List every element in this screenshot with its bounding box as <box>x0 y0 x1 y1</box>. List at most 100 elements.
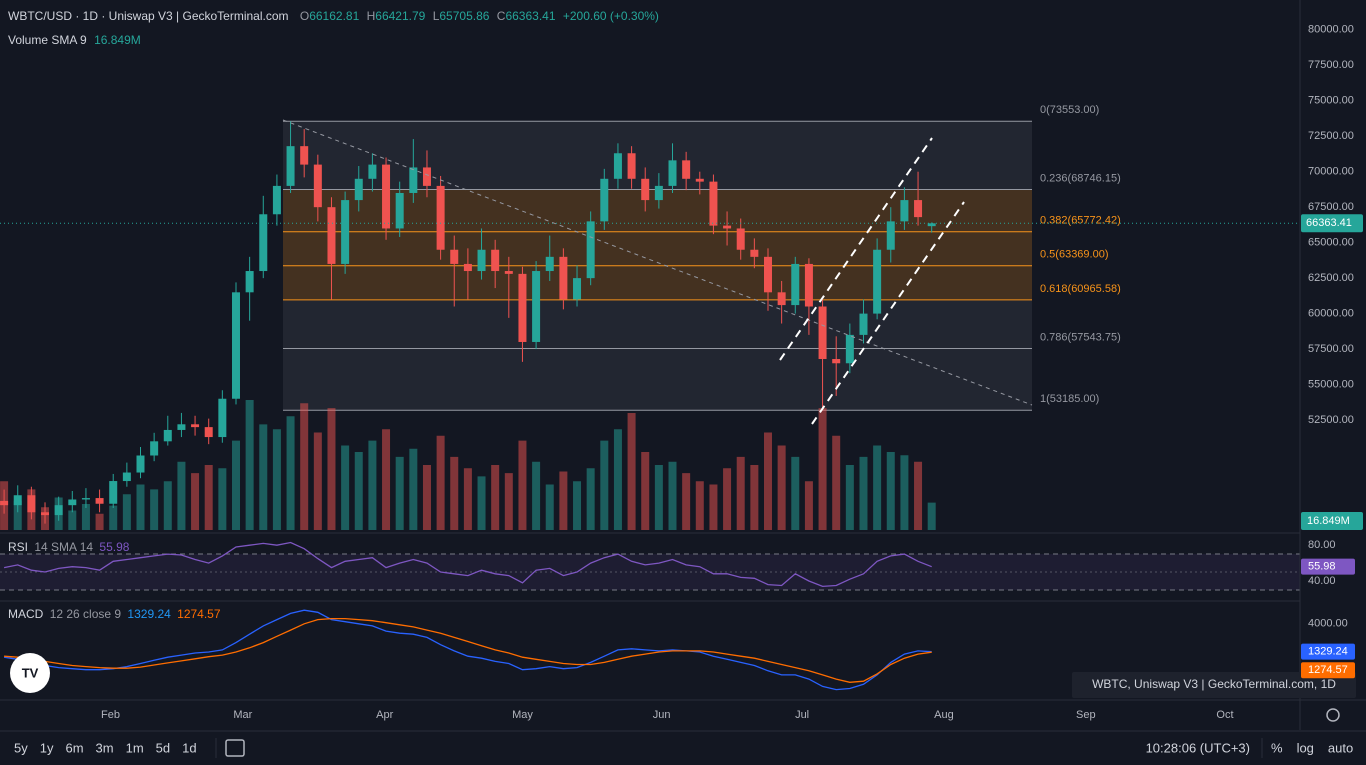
volume-bar <box>695 481 704 530</box>
candle-body <box>804 263 813 307</box>
y-tick-label: 60000.00 <box>1308 308 1354 320</box>
candle-body <box>436 185 445 250</box>
volume-bar <box>627 413 636 530</box>
settings-icon[interactable] <box>1326 708 1340 722</box>
volume-bar <box>313 432 322 530</box>
volume-bar <box>422 465 431 530</box>
y-tick-label: 40.00 <box>1308 575 1336 587</box>
volume-bar <box>832 435 841 530</box>
candle-body <box>204 427 213 438</box>
calendar-icon[interactable] <box>225 739 245 757</box>
price-badge <box>1301 214 1363 233</box>
candle-body <box>886 221 895 250</box>
candle-body <box>682 160 691 179</box>
range-button[interactable]: 5y <box>14 740 28 755</box>
volume-bar <box>573 481 582 530</box>
watermark: WBTC, Uniswap V3 | GeckoTerminal.com, 1D <box>1092 677 1336 691</box>
candle-body <box>695 178 704 182</box>
candle-body <box>573 278 582 300</box>
range-button[interactable]: 1d <box>182 740 196 755</box>
candle-body <box>231 292 240 399</box>
fib-band <box>283 299 1032 349</box>
candle-body <box>177 424 186 430</box>
candle-body <box>586 221 595 279</box>
candle-body <box>300 146 309 165</box>
range-button[interactable]: 5d <box>156 740 170 755</box>
volume-bar <box>736 456 745 530</box>
y-tick-label: 62500.00 <box>1308 272 1354 284</box>
fib-level-label: 0.382(65772.42) <box>1040 215 1121 227</box>
volume-bar <box>600 440 609 530</box>
range-button[interactable]: 1m <box>126 740 144 755</box>
candle-body <box>327 207 336 264</box>
candle-body <box>41 512 50 516</box>
candle-body <box>763 256 772 293</box>
fib-level-label: 0(73553.00) <box>1040 104 1099 116</box>
value-badge-label: 1274.57 <box>1308 664 1348 676</box>
volume-bar <box>613 429 622 530</box>
candle-body <box>191 424 200 428</box>
volume-title: Volume SMA 9 <box>8 33 87 47</box>
candle-body <box>136 455 145 473</box>
candle-body <box>518 273 527 342</box>
volume-bar <box>791 456 800 530</box>
volume-bar <box>286 416 295 530</box>
candle-body <box>613 153 622 179</box>
scale-option[interactable]: % <box>1271 740 1283 755</box>
candle-body <box>163 429 172 442</box>
candle-body <box>709 181 718 226</box>
candle-body <box>286 146 295 186</box>
candle-body <box>341 200 350 264</box>
ohlc-label: O <box>300 9 309 23</box>
candle-body <box>641 178 650 201</box>
macd-title: MACD <box>8 607 44 621</box>
fib-band <box>283 265 1032 300</box>
rsi-line <box>3 541 932 588</box>
candle-body <box>668 160 677 186</box>
candle-body <box>927 223 936 227</box>
range-button[interactable]: 3m <box>96 740 114 755</box>
volume-bar <box>545 484 554 530</box>
volume-bar <box>873 445 882 530</box>
fib-level-label: 0.5(63369.00) <box>1040 249 1109 261</box>
volume-badge-label: 16.849M <box>1307 515 1350 527</box>
volume-bar <box>218 468 227 530</box>
candle-body <box>368 164 377 179</box>
volume-bar <box>641 452 650 530</box>
volume-bar <box>341 445 350 530</box>
change-value: +200.60 (+0.30%) <box>563 9 659 23</box>
candle-body <box>395 192 404 229</box>
candle-body <box>422 167 431 186</box>
signal-value: 1274.57 <box>177 607 221 621</box>
scale-option[interactable]: auto <box>1328 740 1353 755</box>
scale-option[interactable]: log <box>1297 740 1314 755</box>
volume-bar <box>395 456 404 530</box>
candle-body <box>791 263 800 306</box>
fib-band <box>283 231 1032 266</box>
macd-line <box>4 609 932 691</box>
range-button[interactable]: 1y <box>40 740 54 755</box>
range-button[interactable]: 6m <box>65 740 83 755</box>
logo-circle <box>10 653 50 693</box>
volume-bar <box>382 429 391 530</box>
candle-body <box>859 313 868 335</box>
macd-legend: MACD 12 26 close 9 1329.24 1274.57 <box>8 607 221 621</box>
rsi-title: RSI <box>8 540 28 554</box>
fib-level-label: 0.618(60965.58) <box>1040 283 1121 295</box>
ohlc-label: L <box>433 9 440 23</box>
volume-bar <box>95 513 104 530</box>
candle-body <box>491 249 500 272</box>
x-tick-label: Jul <box>795 709 809 721</box>
settings-gear[interactable] <box>1326 708 1340 722</box>
macd-value: 1329.24 <box>127 607 171 621</box>
candle-body <box>27 495 36 513</box>
trend-lines <box>282 119 1033 425</box>
candle-body <box>736 228 745 250</box>
volume-bar <box>368 440 377 530</box>
y-tick-label: 72500.00 <box>1308 130 1354 142</box>
volume-bar <box>300 403 309 530</box>
volume-bar <box>654 465 663 530</box>
candle-body <box>259 214 268 272</box>
y-tick-label: 77500.00 <box>1308 59 1354 71</box>
